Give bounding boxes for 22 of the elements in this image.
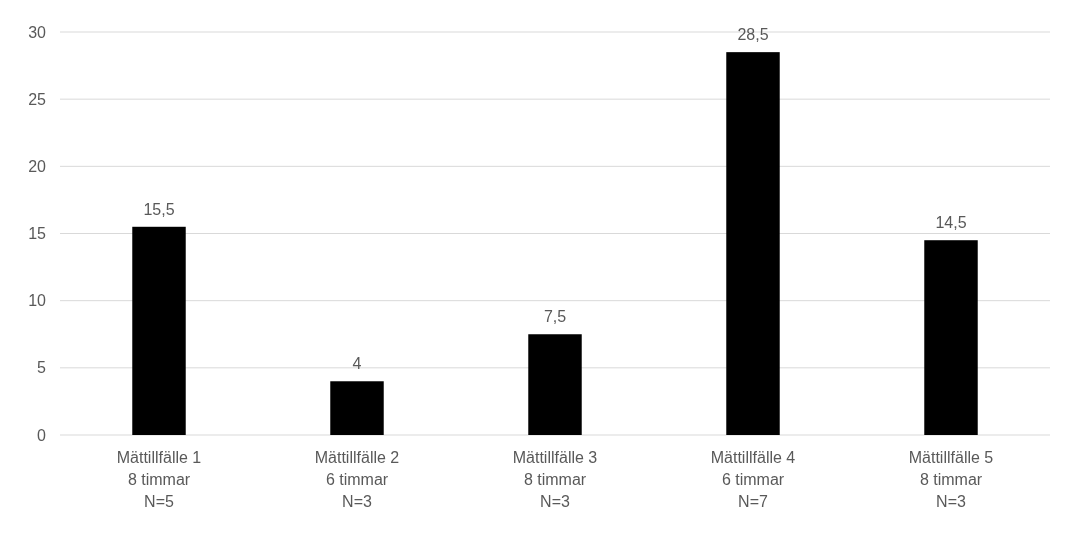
x-tick-label: Mättillfälle 4 6 timmar N=7	[710, 449, 796, 510]
bar	[726, 52, 780, 435]
y-tick-label: 25	[28, 90, 47, 108]
bar	[924, 240, 978, 435]
bar	[528, 334, 582, 435]
y-tick-label: 15	[28, 225, 47, 243]
data-label: 14,5	[935, 214, 967, 232]
y-tick-label: 5	[37, 359, 47, 377]
x-tick-label: Mättillfälle 5 8 timmar N=3	[908, 449, 994, 510]
x-tick-label: Mättillfälle 3 8 timmar N=3	[512, 449, 598, 510]
bar	[330, 381, 384, 435]
y-tick-label: 0	[37, 426, 47, 444]
bar	[132, 226, 186, 435]
data-label: 15,5	[143, 200, 175, 218]
y-tick-label: 10	[28, 292, 47, 310]
data-label: 4	[352, 355, 362, 373]
data-label: 28,5	[737, 26, 769, 44]
y-tick-label: 30	[28, 23, 47, 41]
y-tick-label: 20	[28, 157, 47, 175]
x-tick-label: Mättillfälle 1 8 timmar N=5	[116, 449, 202, 510]
data-label: 7,5	[543, 308, 567, 326]
x-tick-label: Mättillfälle 2 6 timmar N=3	[314, 449, 400, 510]
